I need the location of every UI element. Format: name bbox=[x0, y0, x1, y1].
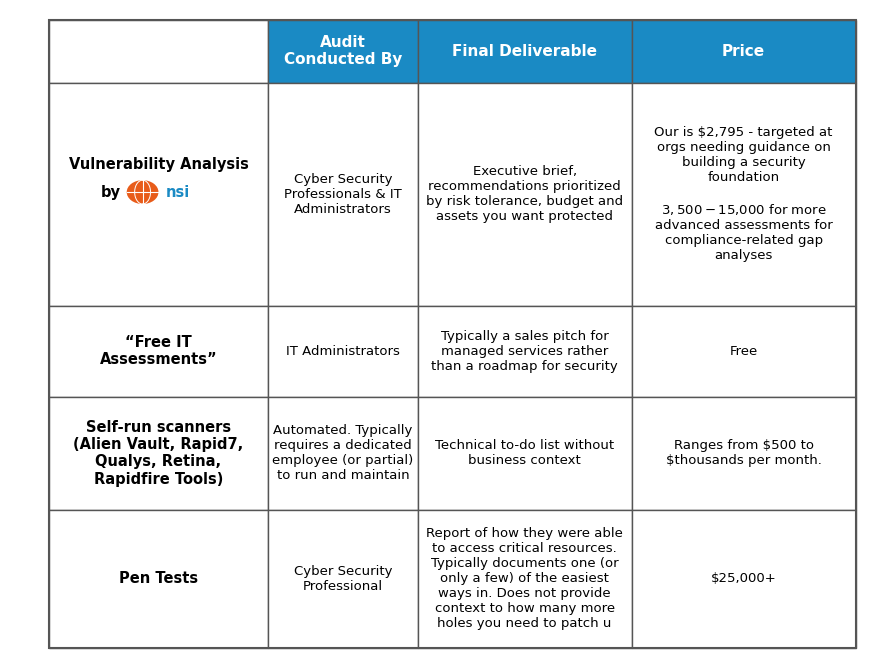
Bar bbox=[418, 305, 632, 397]
Text: Vulnerability Analysis: Vulnerability Analysis bbox=[69, 157, 249, 172]
Text: Technical to-do list without
business context: Technical to-do list without business co… bbox=[435, 439, 614, 467]
Text: Pen Tests: Pen Tests bbox=[119, 571, 198, 586]
Text: Ranges from $500 to
$thousands per month.: Ranges from $500 to $thousands per month… bbox=[666, 439, 821, 467]
Bar bbox=[632, 397, 856, 510]
Bar bbox=[418, 510, 632, 648]
Bar bbox=[268, 83, 418, 305]
Bar bbox=[418, 83, 632, 305]
Bar bbox=[49, 20, 268, 83]
Bar bbox=[49, 305, 268, 397]
Bar bbox=[49, 83, 268, 305]
Bar bbox=[632, 305, 856, 397]
Bar bbox=[268, 397, 418, 510]
Bar bbox=[268, 510, 418, 648]
Circle shape bbox=[127, 180, 159, 204]
Text: Free: Free bbox=[729, 344, 758, 358]
Text: Report of how they were able
to access critical resources.
Typically documents o: Report of how they were able to access c… bbox=[426, 527, 623, 630]
Text: Self-run scanners
(Alien Vault, Rapid7,
Qualys, Retina,
Rapidfire Tools): Self-run scanners (Alien Vault, Rapid7, … bbox=[73, 420, 243, 486]
Text: Our is $2,795 - targeted at
orgs needing guidance on
building a security
foundat: Our is $2,795 - targeted at orgs needing… bbox=[654, 126, 833, 262]
Text: $25,000+: $25,000+ bbox=[711, 572, 776, 585]
Text: IT Administrators: IT Administrators bbox=[286, 344, 400, 358]
Text: “Free IT
Assessments”: “Free IT Assessments” bbox=[100, 335, 217, 368]
Text: Typically a sales pitch for
managed services rather
than a roadmap for security: Typically a sales pitch for managed serv… bbox=[431, 330, 618, 373]
Text: Cyber Security
Professional: Cyber Security Professional bbox=[294, 564, 392, 593]
Bar bbox=[632, 83, 856, 305]
Bar bbox=[268, 20, 418, 83]
Text: Final Deliverable: Final Deliverable bbox=[452, 44, 597, 59]
Text: nsi: nsi bbox=[166, 184, 190, 200]
Bar bbox=[49, 397, 268, 510]
Bar bbox=[632, 20, 856, 83]
Text: by: by bbox=[101, 184, 121, 200]
Text: Automated. Typically
requires a dedicated
employee (or partial)
to run and maint: Automated. Typically requires a dedicate… bbox=[273, 424, 414, 482]
Text: Price: Price bbox=[722, 44, 765, 59]
Bar bbox=[49, 510, 268, 648]
Text: Cyber Security
Professionals & IT
Administrators: Cyber Security Professionals & IT Admini… bbox=[284, 173, 402, 215]
Bar bbox=[418, 397, 632, 510]
Bar bbox=[418, 20, 632, 83]
Bar bbox=[632, 510, 856, 648]
Text: Audit
Conducted By: Audit Conducted By bbox=[284, 35, 402, 67]
Text: Executive brief,
recommendations prioritized
by risk tolerance, budget and
asset: Executive brief, recommendations priorit… bbox=[426, 165, 624, 223]
Bar bbox=[268, 305, 418, 397]
